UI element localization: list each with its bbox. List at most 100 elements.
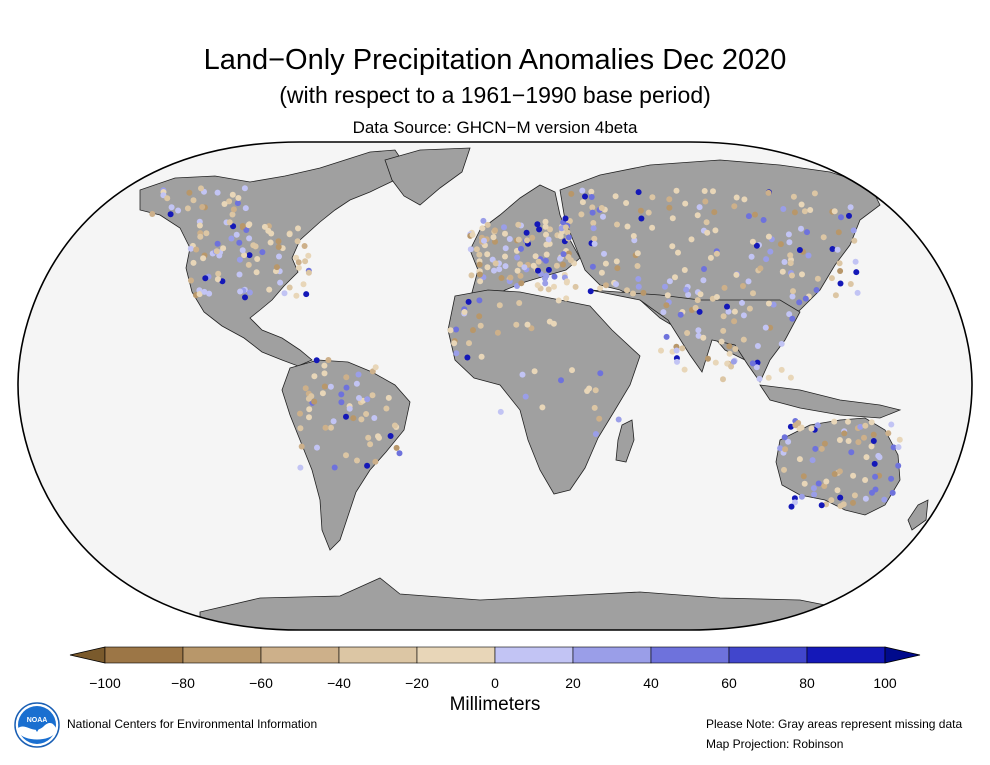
station-dot — [807, 207, 814, 213]
station-dot — [297, 464, 304, 471]
station-dot — [640, 289, 647, 296]
station-dot — [564, 229, 571, 236]
station-dot — [502, 230, 508, 237]
station-dot — [497, 408, 504, 415]
station-dot — [726, 343, 733, 350]
station-dot — [831, 208, 838, 215]
station-dot — [796, 456, 803, 463]
station-dot — [788, 503, 795, 510]
station-dot — [811, 491, 818, 498]
station-dot — [720, 313, 727, 320]
station-dot — [190, 197, 197, 204]
station-dot — [303, 291, 310, 298]
station-dot — [476, 297, 483, 304]
station-dot — [710, 188, 716, 195]
station-dot — [477, 322, 484, 329]
station-dot — [713, 250, 720, 257]
station-dot — [473, 246, 480, 253]
station-dot — [701, 188, 708, 194]
station-dot — [560, 261, 566, 268]
station-dot — [196, 222, 203, 229]
station-dot — [658, 347, 664, 354]
station-dot — [242, 294, 248, 301]
station-dot — [663, 302, 670, 309]
station-dot — [821, 440, 828, 447]
indonesia-landmass — [759, 384, 902, 419]
station-dot — [674, 358, 680, 365]
station-dot — [491, 267, 497, 274]
station-dot — [785, 231, 792, 238]
station-dot — [343, 374, 350, 381]
station-dot — [551, 283, 557, 290]
station-dot — [591, 404, 598, 411]
station-dot — [592, 387, 599, 394]
station-dot — [350, 415, 357, 422]
station-dot — [728, 363, 735, 370]
station-dot — [514, 283, 520, 289]
station-dot — [502, 263, 509, 270]
station-dot — [597, 370, 604, 377]
station-dot — [685, 291, 692, 298]
station-dot — [818, 445, 825, 452]
station-dot — [254, 256, 261, 262]
station-dot — [850, 499, 856, 506]
station-dot — [731, 318, 738, 325]
station-dot — [480, 217, 487, 224]
legend-swatch — [650, 646, 730, 664]
map-title: Land−Only Precipitation Anomalies Dec 20… — [203, 44, 787, 76]
station-dot — [712, 227, 719, 234]
station-dot — [321, 383, 328, 390]
station-dot — [579, 187, 586, 194]
station-dot — [236, 271, 243, 278]
station-dot — [861, 434, 867, 441]
station-dot — [765, 374, 772, 381]
station-dot — [598, 269, 605, 276]
station-dot — [237, 288, 244, 295]
station-dot — [301, 243, 308, 249]
station-dot — [513, 321, 520, 328]
station-dot — [393, 444, 400, 451]
station-dots — [149, 185, 903, 510]
station-dot — [760, 217, 767, 223]
station-dot — [519, 371, 526, 378]
station-dot — [564, 278, 570, 285]
station-dot — [781, 259, 788, 265]
station-dot — [468, 272, 475, 279]
new-zealand-landmass — [907, 499, 929, 531]
north-america-landmass — [139, 149, 406, 367]
logo-text: NOAA — [27, 717, 48, 724]
station-dot — [243, 227, 250, 233]
station-dot — [786, 311, 793, 318]
station-dot — [281, 290, 288, 297]
station-dot — [846, 212, 852, 219]
station-dot — [522, 393, 529, 400]
station-dot — [562, 215, 569, 222]
station-dot — [787, 252, 794, 259]
station-dot — [294, 238, 301, 245]
station-dot — [614, 265, 621, 272]
station-dot — [630, 290, 636, 297]
station-dot — [798, 225, 804, 232]
station-dot — [461, 309, 468, 315]
station-dot — [528, 325, 535, 332]
legend-tick-label: 40 — [643, 675, 659, 691]
station-dot — [314, 444, 320, 451]
station-dot — [478, 353, 485, 360]
station-dot — [311, 398, 318, 405]
legend-units: Millimeters — [449, 694, 541, 715]
missing-data-note: Please Note: Gray areas represent missin… — [706, 717, 963, 731]
station-dot — [186, 189, 193, 196]
station-dot — [763, 256, 770, 263]
station-dot — [542, 257, 549, 264]
station-dot — [733, 271, 740, 278]
station-dot — [385, 394, 392, 401]
station-dot — [275, 238, 282, 245]
station-dot — [765, 233, 772, 240]
station-dot — [219, 278, 226, 285]
station-dot — [700, 277, 707, 284]
station-dot — [765, 189, 772, 196]
station-dot — [673, 347, 680, 354]
projection-note: Map Projection: Robinson — [706, 737, 844, 751]
station-dot — [613, 258, 620, 265]
station-dot — [834, 246, 841, 253]
